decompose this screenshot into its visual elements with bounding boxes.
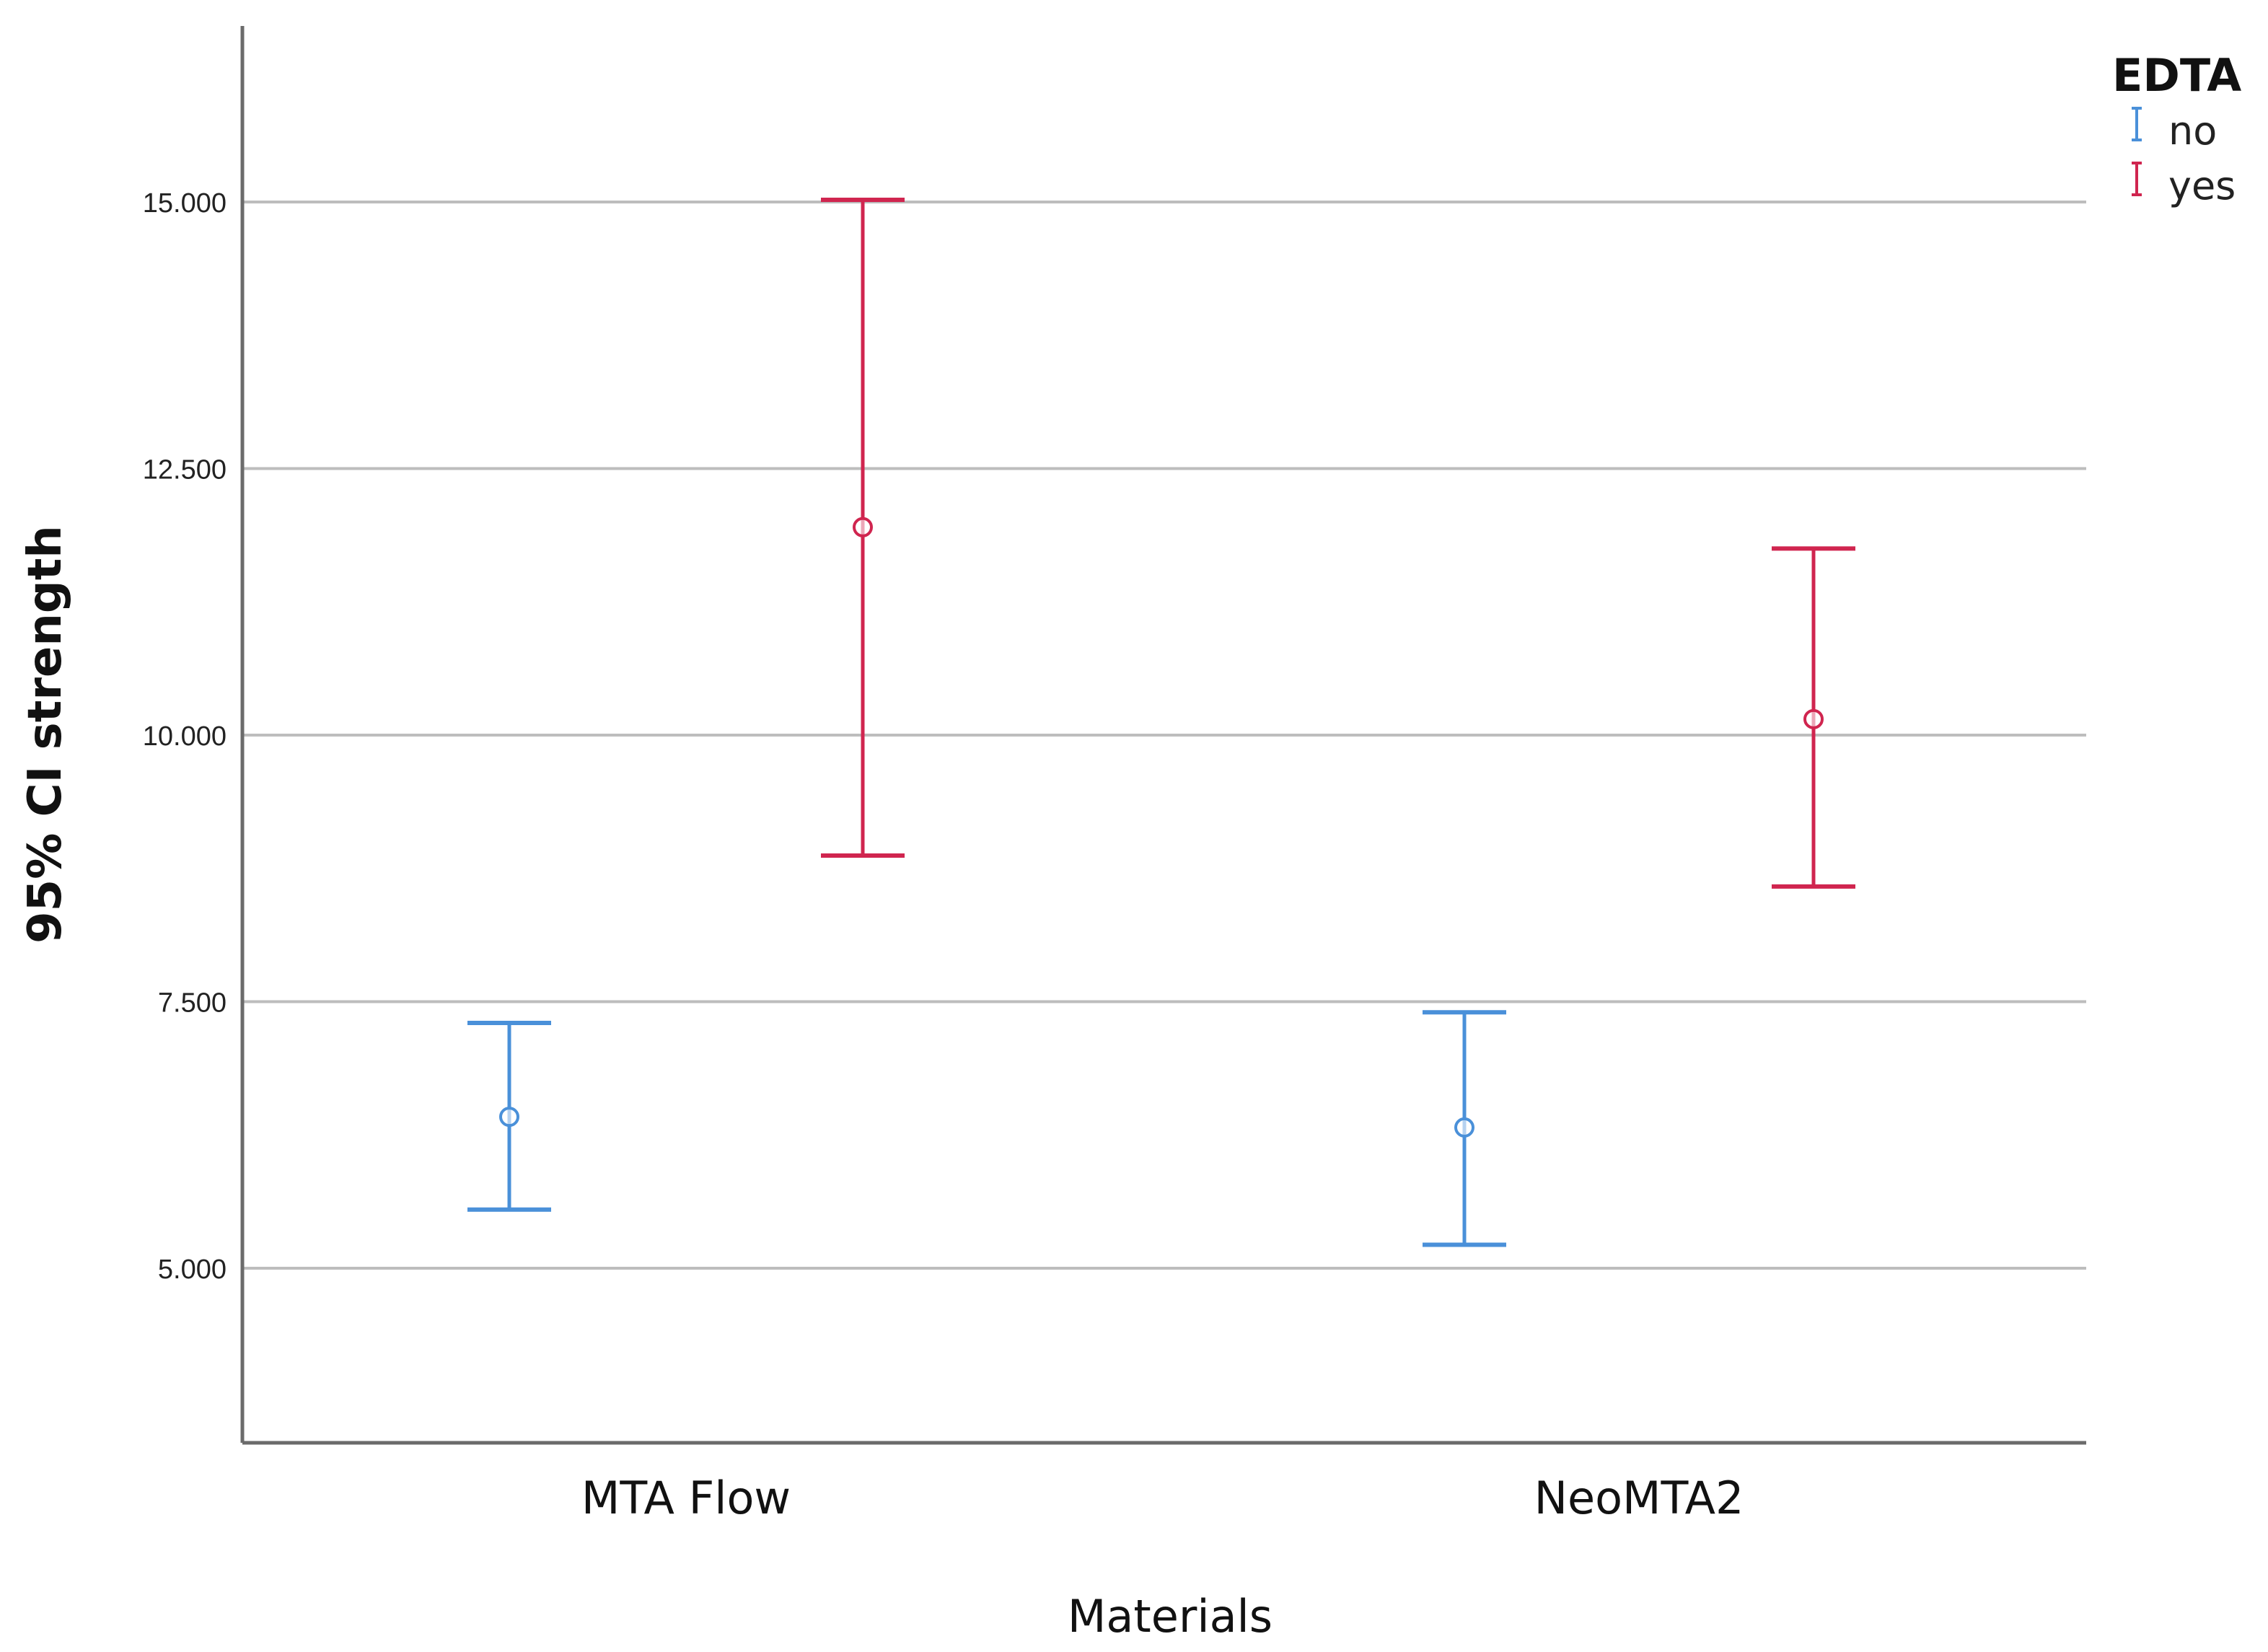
error-bar-yes	[821, 198, 905, 858]
mean-marker	[499, 1107, 519, 1128]
x-tick-labels: MTA Flow NeoMTA2	[581, 1472, 1744, 1524]
mean-marker	[1803, 708, 1824, 729]
y-tick-label: 12.500	[143, 455, 227, 486]
legend: EDTA no yes	[2112, 49, 2241, 208]
mean-marker	[1454, 1117, 1474, 1138]
legend-item-yes: yes	[2132, 162, 2236, 208]
x-tick-label: MTA Flow	[581, 1472, 791, 1524]
legend-label: yes	[2168, 163, 2236, 208]
legend-items: no yes	[2132, 107, 2236, 208]
y-tick-label: 15.000	[143, 188, 227, 219]
x-axis-label: Materials	[1068, 1590, 1273, 1643]
y-tick-labels: 5.000 7.500 10.000 12.500 15.000	[143, 188, 227, 1285]
error-bars	[467, 198, 1855, 1247]
error-bar-icon	[2132, 107, 2142, 141]
error-bar-no	[467, 1021, 551, 1212]
legend-title: EDTA	[2112, 49, 2241, 102]
y-tick-label: 5.000	[158, 1255, 227, 1285]
error-bar-yes	[1772, 546, 1855, 889]
error-bar-no	[1423, 1010, 1506, 1247]
legend-label: no	[2168, 108, 2217, 154]
y-tick-label: 10.000	[143, 721, 227, 752]
x-tick-label: NeoMTA2	[1534, 1472, 1744, 1524]
gridlines	[242, 201, 2086, 1270]
y-tick-label: 7.500	[158, 988, 227, 1019]
axes	[240, 26, 2086, 1445]
error-bar-icon	[2132, 162, 2142, 196]
y-axis-label: 95% CI strength	[19, 525, 72, 944]
mean-marker	[853, 517, 873, 537]
legend-item-no: no	[2132, 107, 2217, 154]
